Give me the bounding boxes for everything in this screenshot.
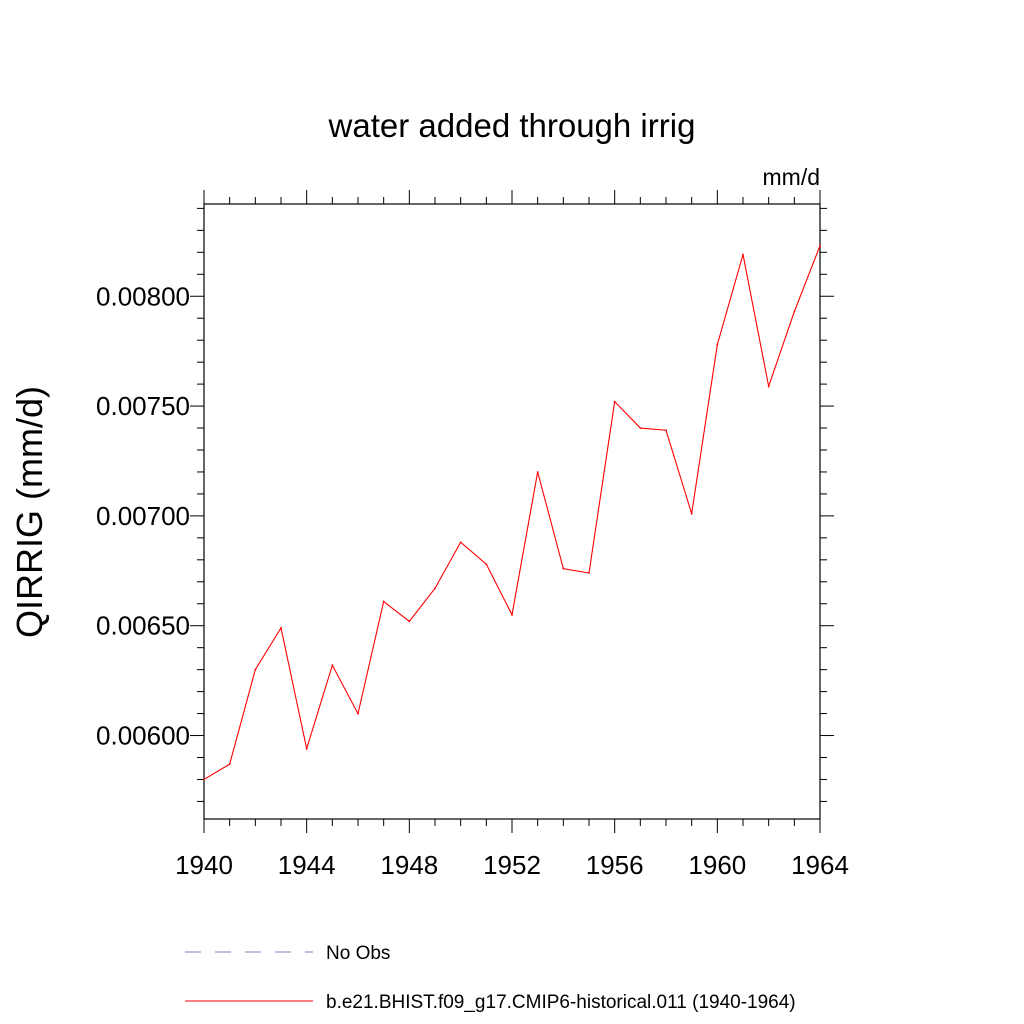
axis-ticks: [190, 190, 834, 833]
data-point: [613, 400, 616, 403]
data-point: [280, 627, 282, 629]
axis-tick-labels: 1940 1944 1948 1952 1956 1960 1964 0.00600 0.006…: [96, 281, 849, 880]
series-line: [203, 245, 821, 780]
chart-title: water added through irrig: [328, 107, 696, 144]
x-tick-label: 1960: [688, 850, 746, 880]
data-point: [639, 427, 642, 429]
data-point: [716, 343, 719, 346]
data-point: [203, 778, 205, 781]
data-point: [536, 471, 539, 473]
y-axis-label: QIRRIG (mm/d): [9, 386, 50, 638]
data-point: [767, 385, 770, 388]
data-point: [819, 244, 821, 247]
y-tick-label: 0.00750: [96, 391, 190, 421]
y-tick-label: 0.00700: [96, 501, 190, 531]
x-tick-label: 1944: [278, 850, 336, 880]
legend-label: No Obs: [326, 943, 390, 964]
data-point: [690, 512, 693, 515]
data-point: [254, 668, 257, 671]
x-tick-label: 1948: [380, 850, 438, 880]
data-point: [408, 620, 411, 623]
units-label: mm/d: [763, 164, 821, 190]
data-point: [459, 541, 462, 544]
data-point: [434, 587, 436, 590]
data-point: [305, 747, 308, 750]
legend: No Obs b.e21.BHIST.f09_g17.CMIP6-historic…: [185, 943, 796, 1013]
data-point: [793, 310, 796, 313]
data-point: [357, 712, 359, 715]
data-point: [562, 567, 565, 570]
data-point: [331, 664, 334, 667]
data-point: [511, 613, 513, 616]
data-point: [485, 563, 488, 566]
data-point: [742, 253, 744, 256]
data-point: [588, 572, 590, 574]
x-tick-label: 1956: [586, 850, 644, 880]
plot-frame: [203, 203, 821, 820]
data-point: [665, 429, 667, 432]
series-group: [203, 244, 821, 781]
x-tick-label: 1940: [175, 850, 233, 880]
data-point: [382, 600, 385, 603]
x-tick-label: 1952: [483, 850, 541, 880]
data-point: [228, 763, 231, 765]
legend-label: b.e21.BHIST.f09_g17.CMIP6-historical.011…: [326, 992, 796, 1013]
y-tick-label: 0.00600: [96, 721, 190, 751]
y-tick-label: 0.00650: [96, 611, 190, 641]
x-tick-label: 1964: [791, 850, 849, 880]
y-tick-label: 0.00800: [96, 281, 190, 311]
